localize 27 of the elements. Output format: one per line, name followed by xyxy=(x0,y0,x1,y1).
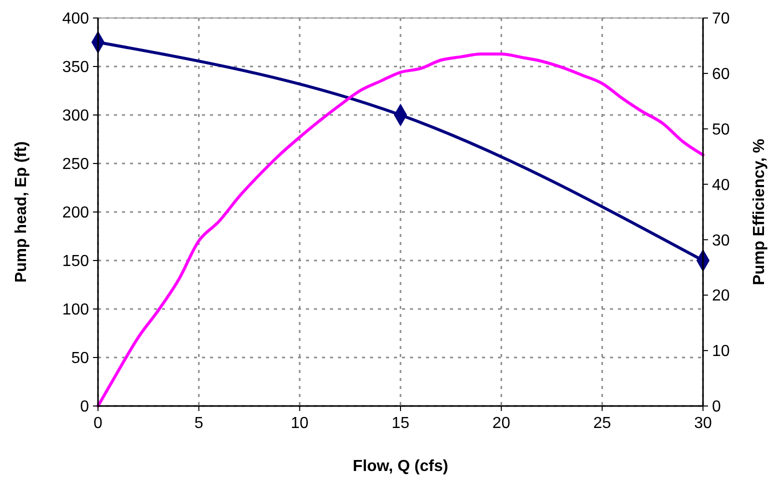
y2-tick-label: 0 xyxy=(712,398,721,416)
y2-tick-label: 50 xyxy=(712,121,730,138)
y-tick-label: 250 xyxy=(62,156,90,174)
x-tick-label: 30 xyxy=(694,415,712,432)
x-tick-label: 0 xyxy=(94,415,103,432)
x-axis-title: Flow, Q (cfs) xyxy=(352,458,448,475)
x-tick-label: 25 xyxy=(593,415,612,432)
x-tick-label: 5 xyxy=(194,415,204,432)
y-tick-label: 0 xyxy=(80,398,90,416)
y-tick-label: 200 xyxy=(62,204,90,222)
y-tick-label: 400 xyxy=(62,10,90,28)
y-tick-label: 100 xyxy=(62,302,90,319)
y2-tick-label: 40 xyxy=(712,176,730,194)
y2-tick-label: 10 xyxy=(712,343,730,360)
y2-tick-label: 30 xyxy=(712,232,730,250)
y-tick-label: 50 xyxy=(71,350,90,368)
y2-axis-title: Pump Efficiency, % xyxy=(751,138,768,286)
y-tick-label: 350 xyxy=(62,59,90,76)
y2-tick-label: 20 xyxy=(712,288,730,305)
y-tick-label: 300 xyxy=(62,108,90,125)
y2-tick-label: 70 xyxy=(712,10,730,28)
y-tick-label: 150 xyxy=(62,253,90,270)
y-axis-title: Pump head, Ep (ft) xyxy=(13,141,30,283)
x-tick-label: 15 xyxy=(392,415,410,432)
x-tick-label: 20 xyxy=(492,415,510,432)
x-tick-label: 10 xyxy=(290,415,309,432)
y2-tick-label: 60 xyxy=(712,66,730,84)
